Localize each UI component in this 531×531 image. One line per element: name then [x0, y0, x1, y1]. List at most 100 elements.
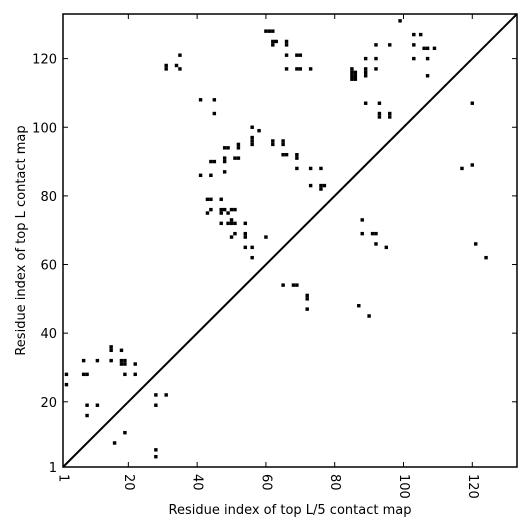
contact-point — [305, 297, 309, 301]
contact-point — [374, 43, 378, 47]
contact-points — [64, 19, 488, 459]
contact-point — [198, 173, 203, 178]
contact-point — [295, 53, 299, 57]
contact-point — [164, 67, 168, 71]
contact-point — [271, 29, 275, 33]
contact-point — [271, 142, 275, 147]
contact-point — [295, 152, 299, 157]
contact-point — [412, 32, 416, 37]
contact-point — [81, 358, 86, 363]
contact-point — [432, 46, 437, 51]
contact-point — [222, 159, 227, 164]
contact-point — [164, 393, 168, 397]
contact-point — [81, 372, 86, 377]
contact-point — [284, 67, 289, 71]
contact-point — [422, 46, 426, 51]
contact-point — [350, 74, 354, 78]
contact-point — [212, 111, 217, 116]
contact-point — [295, 283, 299, 287]
contact-point — [350, 77, 354, 81]
contact-point — [123, 430, 127, 435]
contact-point — [274, 39, 278, 44]
contact-point — [374, 242, 378, 246]
contact-point — [250, 139, 254, 143]
contact-point — [264, 29, 268, 33]
contact-point — [222, 146, 227, 150]
contact-point — [353, 77, 358, 81]
contact-point — [264, 235, 268, 239]
contact-point — [109, 358, 113, 363]
contact-point — [319, 166, 323, 171]
contact-point — [233, 231, 237, 236]
contact-point — [370, 231, 375, 236]
contact-point — [363, 56, 368, 61]
contact-point — [226, 211, 230, 215]
contact-point — [308, 166, 313, 171]
contact-point — [133, 362, 137, 366]
contact-point — [222, 207, 227, 212]
contact-point — [377, 111, 382, 116]
x-tick-label: 20 — [121, 474, 136, 491]
contact-point — [308, 183, 313, 188]
contact-point — [353, 74, 358, 78]
contact-point — [236, 142, 241, 147]
contact-point — [284, 39, 289, 44]
contact-point — [281, 142, 285, 147]
contact-point — [374, 231, 378, 236]
y-tick-label: 80 — [40, 190, 57, 205]
contact-point — [243, 245, 248, 250]
contact-point — [119, 362, 124, 366]
contact-point — [388, 111, 392, 116]
contact-point — [226, 146, 230, 150]
contact-point — [154, 448, 158, 452]
contact-point — [250, 142, 254, 147]
contact-point — [298, 53, 303, 57]
contact-point — [271, 139, 275, 143]
contact-point — [281, 283, 285, 287]
x-tick-label: 60 — [258, 474, 273, 491]
contact-point — [250, 245, 254, 250]
contact-point — [219, 221, 223, 226]
contact-point — [425, 56, 430, 61]
y-axis-label: Residue index of top L contact map — [14, 125, 29, 355]
contact-point — [236, 146, 241, 150]
contact-point — [209, 197, 213, 202]
contact-point — [209, 159, 213, 164]
contact-point — [388, 43, 392, 47]
contact-point — [363, 70, 368, 75]
x-tick-label: 1 — [56, 474, 71, 482]
contact-point — [109, 345, 113, 349]
x-tick-label: 40 — [190, 474, 205, 491]
contact-point — [374, 56, 378, 61]
contact-point — [233, 221, 237, 226]
contact-point — [222, 170, 227, 174]
contact-point — [319, 183, 323, 188]
contact-point — [418, 32, 423, 37]
contact-point — [233, 156, 237, 160]
contact-point — [377, 115, 382, 119]
contact-point — [95, 358, 100, 363]
contact-point — [350, 67, 354, 71]
y-tick-label: 100 — [32, 121, 57, 136]
contact-point — [109, 348, 113, 353]
contact-point — [119, 358, 124, 363]
contact-point — [319, 187, 323, 191]
y-tick-label: 120 — [32, 53, 57, 68]
contact-point — [212, 98, 217, 102]
contact-point — [64, 382, 69, 387]
contact-point — [377, 101, 382, 105]
contact-point — [123, 362, 127, 366]
y-tick-label: 1 — [49, 461, 57, 476]
contact-point — [233, 207, 237, 212]
contact-point — [284, 53, 289, 57]
contact-point — [154, 403, 158, 407]
contact-point — [112, 441, 117, 445]
contact-point — [226, 221, 230, 226]
plot-frame — [62, 13, 518, 468]
contact-point — [284, 152, 289, 157]
contact-point — [133, 372, 137, 377]
contact-point — [363, 74, 368, 78]
contact-point — [284, 43, 289, 47]
